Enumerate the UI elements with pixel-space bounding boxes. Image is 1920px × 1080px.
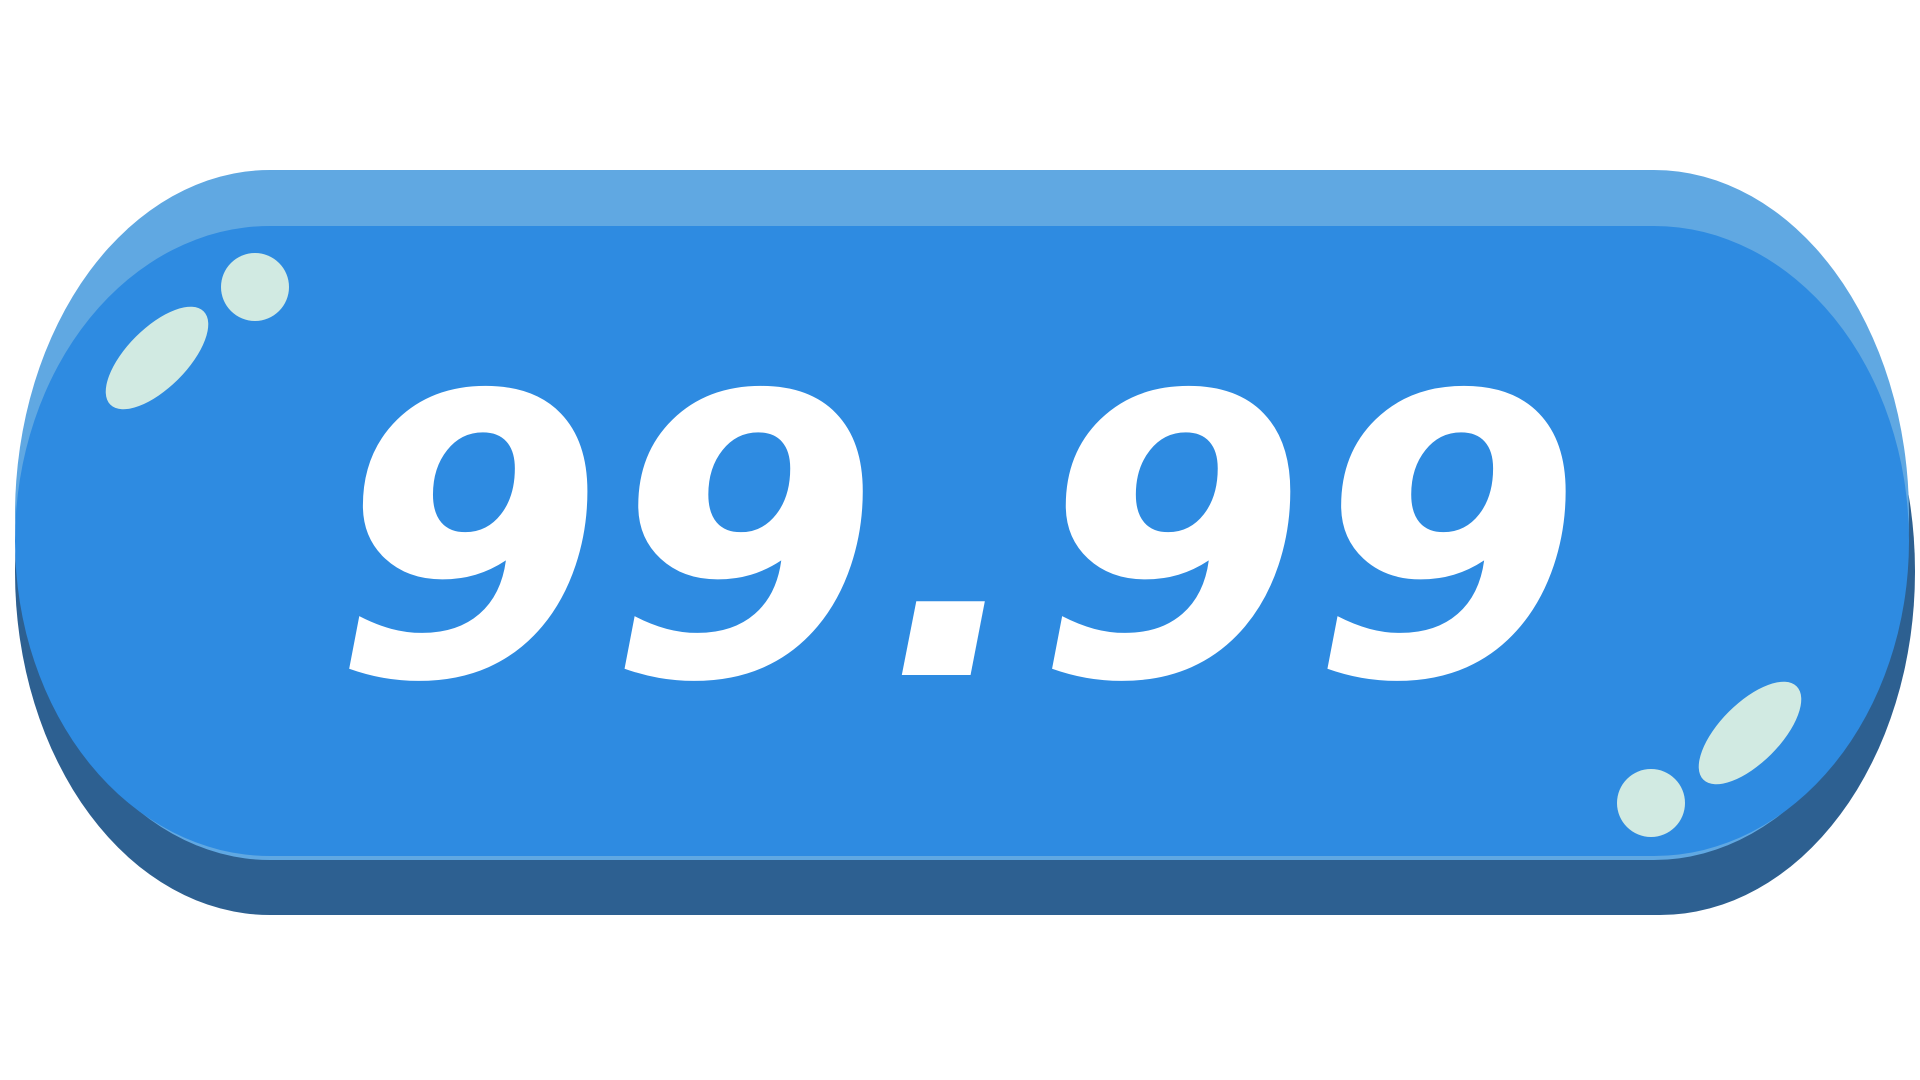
sparkle-icon [1617,681,1802,837]
button-face [15,226,1909,856]
sparkle-icon [105,253,289,410]
price-label: 99.99 [333,313,1587,767]
